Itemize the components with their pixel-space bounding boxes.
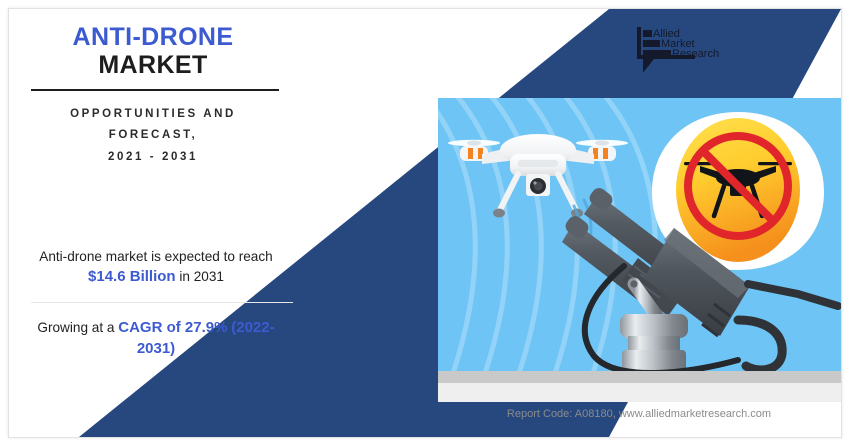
stat-divider bbox=[31, 302, 293, 303]
infographic-frame: Allied Market Research ANTI-DRONE MARKET… bbox=[8, 8, 842, 438]
logo-line-3: Research bbox=[672, 48, 719, 60]
title-divider bbox=[31, 89, 279, 91]
subtitle-line-3: 2021 - 2031 bbox=[108, 150, 198, 163]
subtitle-line-2: FORECAST, bbox=[108, 129, 198, 142]
report-text-column: ANTI-DRONE MARKET OPPORTUNITIES AND FORE… bbox=[9, 9, 297, 437]
title-line-anti-drone: ANTI-DRONE bbox=[72, 23, 234, 51]
footer-report-code: Report Code: A08180, www.alliedmarketres… bbox=[506, 408, 772, 420]
stat-cagr: Growing at a CAGR of 27.9% (2022-2031) bbox=[25, 317, 287, 360]
logo-svg: Allied Market Research bbox=[637, 27, 719, 73]
illustration-svg bbox=[438, 98, 841, 371]
ground-strip-dark bbox=[438, 371, 841, 383]
allied-market-research-logo[interactable]: Allied Market Research bbox=[629, 23, 721, 79]
stat-cagr-value: CAGR of 27.9% bbox=[118, 319, 228, 336]
report-subtitle: OPPORTUNITIES AND FORECAST, 2021 - 2031 bbox=[23, 104, 283, 168]
stat-cagr-prefix: Growing at a bbox=[37, 320, 115, 335]
stat-market-size: Anti-drone market is expected to reach $… bbox=[25, 247, 287, 288]
stat-market-prefix: Anti-drone market is expected to reach bbox=[39, 249, 273, 264]
illustration-panel bbox=[438, 98, 841, 371]
ground-strip-light bbox=[438, 383, 841, 402]
subtitle-line-1: OPPORTUNITIES AND bbox=[70, 108, 236, 120]
page-title: ANTI-DRONE MARKET bbox=[9, 23, 297, 79]
stat-market-value: $14.6 Billion bbox=[88, 268, 176, 286]
title-line-market: MARKET bbox=[98, 51, 208, 79]
stat-market-suffix: in 2031 bbox=[179, 269, 224, 285]
